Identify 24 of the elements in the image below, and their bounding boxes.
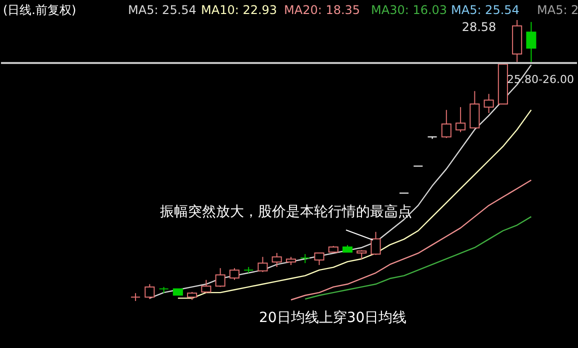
annotation: 28.58 [462, 20, 496, 34]
candlestick [144, 284, 155, 300]
candlestick [215, 268, 226, 288]
text: MA20: 18.35 [284, 3, 360, 17]
text: MA5: 25.54 [128, 3, 196, 17]
text: MA5: 25.54 [451, 3, 520, 17]
candlestick [258, 256, 268, 273]
candlestick [470, 90, 480, 128]
candlestick [484, 93, 494, 114]
text: MA30: 16.03 [371, 3, 448, 17]
text: MA5: 2 [537, 3, 578, 17]
candlestick [456, 106, 466, 133]
candlestick [526, 21, 536, 62]
annotation: 振幅突然放大，股价是本轮行情的最高点 [160, 204, 412, 220]
candlestick [314, 252, 324, 266]
text: MA10: 22.93 [201, 3, 278, 17]
candlestick [370, 231, 381, 256]
text: 20日均线上穿30日均线 [259, 310, 407, 326]
candlestick [272, 252, 282, 268]
candlestick [229, 268, 240, 280]
candlestick [441, 109, 452, 139]
candlestick [201, 279, 212, 294]
candlestick [130, 292, 141, 302]
chart-title: (日线.前复权) [3, 3, 76, 17]
